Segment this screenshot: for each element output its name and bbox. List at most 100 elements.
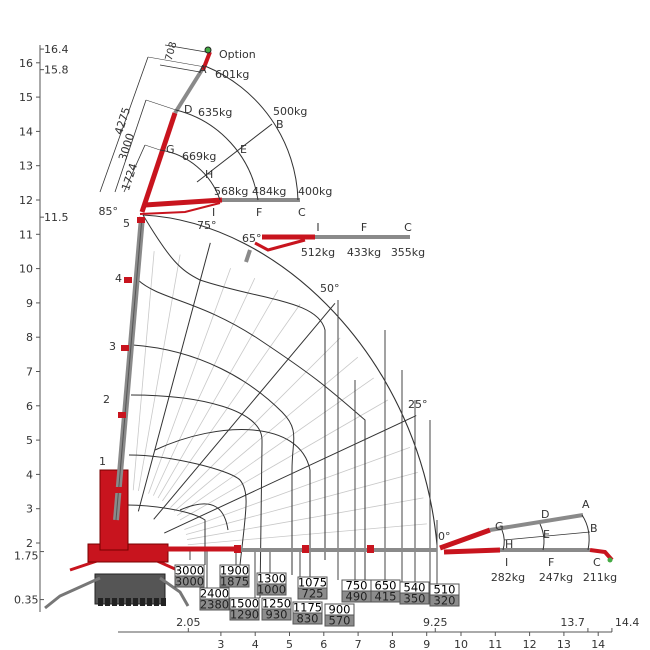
y-axis-tick-label: 14	[19, 125, 33, 138]
dimension-line	[164, 44, 207, 53]
top-jib-line-H-B	[196, 123, 273, 183]
boom-joint	[302, 545, 309, 553]
load-value-top: 750	[346, 579, 368, 593]
x-axis-extra-label: 14.4	[615, 616, 640, 629]
load-value-bottom: 1875	[220, 575, 249, 589]
load-value-bottom: 570	[329, 614, 351, 628]
load-value-bottom: 1290	[230, 608, 259, 622]
y-axis-tick-label: 15	[19, 91, 33, 104]
x-axis-tick-label: 10	[454, 638, 468, 650]
jib0-tip	[589, 548, 614, 562]
right-outrigger	[159, 576, 190, 607]
jib-point-D: D	[184, 103, 192, 116]
grid-radial-line	[173, 356, 359, 512]
load-box-bottom	[324, 614, 355, 627]
grid-radial-line	[184, 447, 411, 530]
grid-radial-line	[185, 471, 418, 535]
load-envelope-curve	[137, 279, 366, 580]
mast-outline	[115, 216, 143, 521]
dimension-label-1724: 1724	[119, 162, 140, 193]
load-box-bottom	[174, 575, 205, 588]
jib0-lower-red	[443, 547, 501, 555]
jib0-point-A: A	[582, 498, 590, 511]
y-axis-tick-label: 9	[26, 297, 33, 310]
angle-label: 50°	[320, 282, 340, 295]
load-value-bottom: 725	[302, 587, 324, 601]
jib-point-C: C	[298, 206, 306, 219]
track-link	[105, 598, 110, 606]
top-jib-arc-G-I	[159, 149, 221, 201]
jib65-point-F: F	[361, 221, 367, 234]
mast-section-label: 4	[115, 272, 122, 285]
jib0-point-H: H	[505, 538, 513, 551]
grid-radial-line	[152, 277, 256, 496]
track-link	[140, 598, 145, 606]
jib-point-G: G	[166, 143, 175, 156]
jib0-point-D: D	[541, 508, 549, 521]
load-box-bottom	[399, 592, 430, 605]
jib0-point-C: C	[593, 556, 601, 569]
jib0-load-C: 211kg	[583, 571, 617, 584]
dimension-line-4275	[99, 56, 149, 193]
top-jib-arc-A-C	[204, 65, 299, 201]
mast-section-marker	[124, 277, 132, 283]
track-link	[133, 598, 138, 606]
load-box-bottom	[292, 612, 323, 625]
dimension-line-3000	[114, 99, 147, 193]
jib65-point-C: C	[404, 221, 412, 234]
y-axis-tick-label: 2	[26, 537, 33, 550]
x-axis-tick-label: 14	[591, 638, 605, 650]
boom-joint	[367, 545, 374, 553]
y-axis-tick-label: 4	[26, 468, 33, 481]
load-value-top: 1075	[298, 576, 327, 590]
load-value-top: 1900	[220, 564, 249, 578]
dimension-ext	[147, 56, 206, 68]
y-axis-tick-label: 10	[19, 263, 33, 276]
jib0-line-H-B	[503, 531, 591, 541]
load-value-top: 510	[434, 583, 456, 597]
jib-point-E: E	[240, 143, 247, 156]
load-value-top: 900	[329, 603, 351, 617]
jib0-point-G: G	[495, 520, 504, 533]
load-value-top: 1500	[230, 597, 259, 611]
jib65-load: 433kg	[347, 246, 381, 259]
y-axis-tick-label: 8	[26, 331, 33, 344]
track-link	[119, 598, 124, 606]
grid-radial-line	[187, 523, 427, 546]
load-envelope-curve	[154, 429, 311, 600]
outer-envelope-curve	[142, 214, 438, 546]
track-link	[161, 598, 166, 606]
grid-radial-line	[162, 304, 301, 502]
y-axis-tick-label: 16	[19, 57, 33, 70]
grid-radial-line	[179, 399, 389, 521]
top-jib-red-section	[139, 112, 178, 213]
load-box-bottom	[429, 594, 460, 607]
load-value-top: 1300	[257, 572, 286, 586]
load-box-bottom	[199, 598, 230, 611]
x-axis-tick-label: 7	[355, 638, 362, 650]
load-box-bottom	[256, 583, 287, 596]
jib0-point-B: B	[590, 522, 598, 535]
mast-section-marker	[118, 412, 126, 418]
load-envelope-curve	[142, 214, 326, 560]
jib0-upper-red	[439, 527, 491, 551]
load-value-bottom: 350	[404, 592, 426, 606]
x-axis-extra-label: 9.25	[423, 616, 448, 629]
load-D: 635kg	[198, 106, 232, 119]
load-value-top: 1250	[262, 597, 291, 611]
angle-radial-line	[164, 415, 417, 534]
top-horizontal-jib-red	[144, 197, 223, 208]
mast-section-label: 5	[123, 217, 130, 230]
load-envelope-curve	[130, 394, 263, 599]
load-box-bottom	[261, 608, 292, 621]
load-F: 484kg	[252, 185, 286, 198]
jib0-point-E: E	[543, 528, 550, 541]
jib65-load: 355kg	[391, 246, 425, 259]
jib0-point-F: F	[548, 556, 554, 569]
jib0-arc-D-F	[539, 523, 545, 551]
dimension-label-3000: 3000	[116, 132, 137, 163]
option-extension-icon	[204, 46, 212, 54]
grid-radial-line	[157, 289, 279, 499]
